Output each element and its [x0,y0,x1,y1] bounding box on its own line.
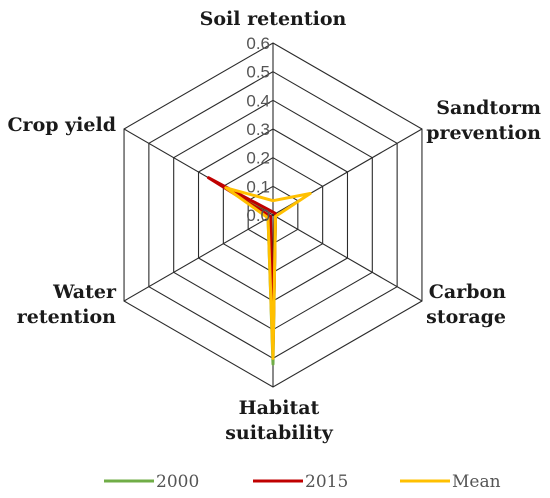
spoke-line [123,214,274,302]
tick-label: 0.4 [246,91,270,110]
axis-label: Water [52,281,117,303]
tick-label: 0.2 [246,149,270,168]
radar-tick-labels: 0.0 0.1 0.2 0.3 0.4 0.5 0.6 [246,34,270,225]
axis-label: Soil retention [200,8,347,30]
tick-label: 0.3 [246,120,270,139]
legend-label: 2000 [156,472,199,492]
radar-series [206,176,312,366]
radar-axis-labels: Soil retention Sandtorm prevention Carbon st… [7,8,541,444]
series-line-2015 [206,176,277,349]
tick-label: 0.6 [246,34,270,53]
tick-label: 0.1 [246,177,270,196]
legend: 2000 2015 Mean [104,472,501,492]
axis-label: retention [17,306,116,328]
axis-label: Sandtorm [436,97,541,119]
legend-label: 2015 [305,472,348,492]
tick-label: 0.0 [246,206,270,225]
tick-label: 0.5 [246,63,270,82]
axis-label: Crop yield [7,114,116,136]
spoke-line [272,214,423,302]
axis-label: suitability [225,422,334,444]
legend-label: Mean [452,472,501,492]
axis-label: Habitat [239,397,320,419]
axis-label: Carbon [429,281,506,303]
axis-label: storage [426,306,506,328]
series-line-mean [224,186,312,360]
axis-label: prevention [426,122,541,144]
